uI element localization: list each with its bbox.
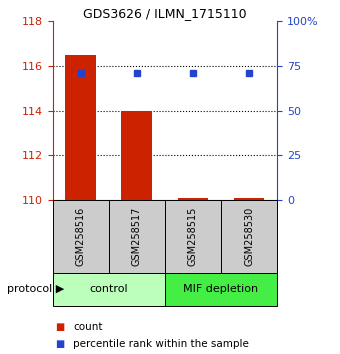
- Text: GSM258517: GSM258517: [132, 207, 142, 266]
- Text: control: control: [89, 284, 128, 295]
- Text: protocol ▶: protocol ▶: [7, 284, 64, 295]
- Text: ■: ■: [55, 339, 64, 349]
- Text: percentile rank within the sample: percentile rank within the sample: [73, 339, 249, 349]
- Bar: [121, 111, 152, 200]
- Text: ■: ■: [55, 322, 64, 332]
- Bar: [65, 55, 96, 200]
- Text: MIF depletion: MIF depletion: [184, 284, 258, 295]
- Bar: [234, 198, 265, 200]
- Bar: [177, 198, 208, 200]
- Text: GSM258515: GSM258515: [188, 207, 198, 266]
- Text: GSM258530: GSM258530: [244, 207, 254, 266]
- Title: GDS3626 / ILMN_1715110: GDS3626 / ILMN_1715110: [83, 7, 247, 20]
- Text: GSM258516: GSM258516: [76, 207, 86, 266]
- Text: count: count: [73, 322, 103, 332]
